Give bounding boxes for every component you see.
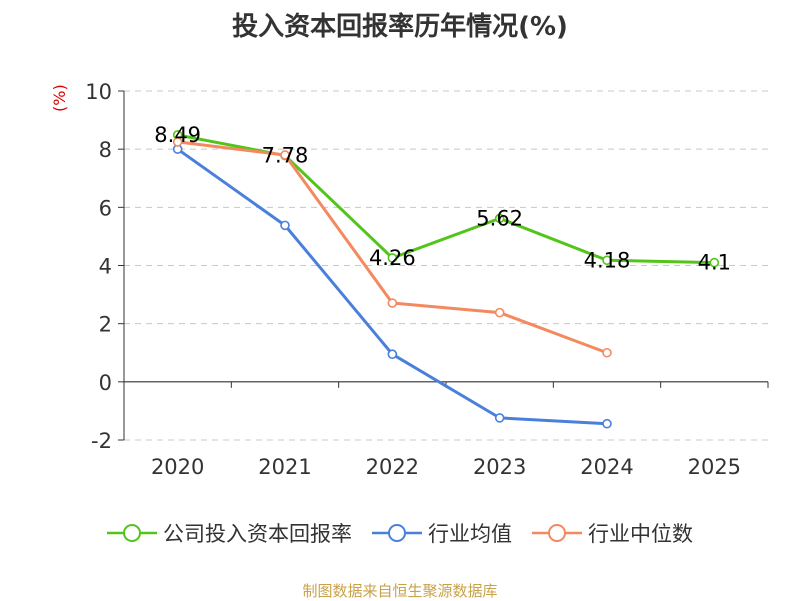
legend-item: 公司投入资本回报率 [107,518,352,548]
data-label: 4.18 [584,248,631,272]
data-label: 7.78 [262,144,309,168]
x-tick-label: 2022 [366,455,419,479]
y-tick-label: 4 [99,255,112,279]
data-label: 4.26 [369,246,416,270]
x-tick-label: 2021 [258,455,311,479]
data-point [280,150,290,160]
legend-label: 公司投入资本回报率 [163,522,352,546]
y-tick-label: 6 [99,196,112,220]
chart-title: 投入资本回报率历年情况(%) [232,12,568,42]
y-tick-label: -2 [91,429,112,453]
x-tick-label: 2025 [688,455,741,479]
data-point [494,413,505,423]
y-tick-label: 8 [99,138,112,162]
y-tick-label: 0 [99,371,112,395]
data-point [172,137,183,147]
legend-swatch [107,524,157,542]
data-point [494,213,505,224]
legend-swatch-marker [388,524,406,542]
data-label: 4.1 [698,251,731,275]
legend-swatch [532,524,582,542]
data-point [280,220,290,231]
data-label: 8.49 [154,123,201,147]
source-note: 制图数据来自恒生聚源数据库 [302,582,498,600]
x-tick-label: 2024 [580,455,633,479]
data-point [602,347,612,358]
legend-item: 行业中位数 [532,518,693,548]
y-tick-label: 2 [99,313,112,337]
legend: 公司投入资本回报率 行业均值 行业中位数 [0,518,800,548]
x-tick-label: 2023 [473,455,526,479]
legend-label: 行业中位数 [588,522,693,546]
data-point [494,307,505,318]
x-tick-label: 2020 [151,455,204,479]
data-point [602,255,612,266]
y-axis-unit: (%) [50,84,69,112]
legend-item: 行业均值 [372,518,512,548]
legend-swatch-marker [548,524,566,542]
data-point [709,257,720,268]
legend-label: 行业均值 [428,522,512,546]
legend-swatch-marker [123,524,141,542]
data-point [387,349,398,360]
data-point [387,253,398,263]
y-tick-label: 10 [85,80,112,104]
data-point [387,298,398,308]
series-line-0 [177,133,715,265]
legend-swatch [372,524,422,542]
series-line-1 [176,147,608,426]
data-label: 5.62 [476,206,523,230]
data-point [602,418,612,429]
